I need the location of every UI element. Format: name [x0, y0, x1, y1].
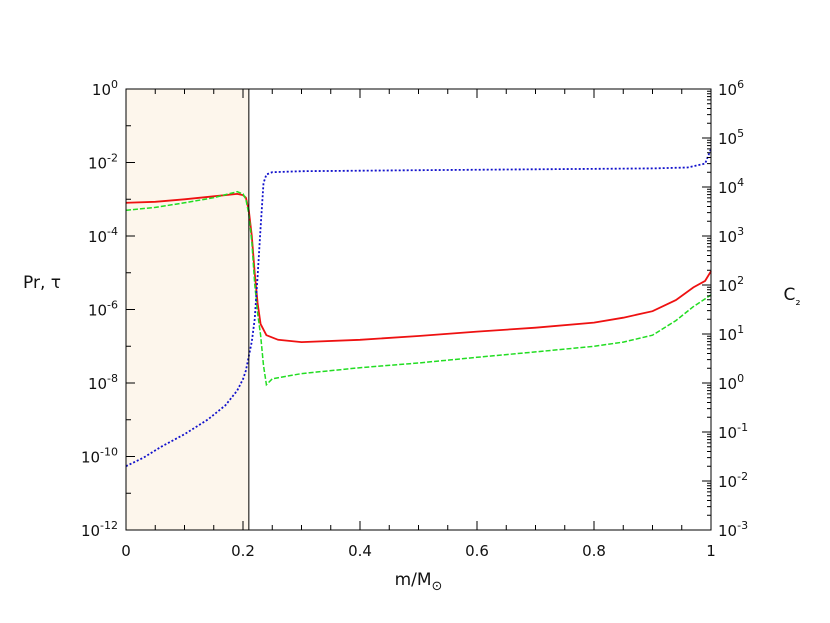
y-right-tick-label: 10-1	[718, 421, 748, 442]
y-right-tick-label: 101	[718, 323, 744, 344]
series-group	[125, 148, 712, 468]
y-left-tick-label: 10-6	[88, 299, 118, 320]
y-right-tick-label: 104	[718, 176, 744, 197]
x-tick-label: 0.6	[465, 542, 489, 560]
y-left-tick-label: 100	[92, 78, 118, 99]
series-line-1	[125, 192, 712, 344]
x-tick-label: 0.4	[348, 542, 372, 560]
series-line-3	[125, 148, 712, 468]
x-axis-label: m/M⊙	[395, 570, 443, 594]
y-axis-label-right: C₂	[783, 285, 800, 309]
y-right-tick-label: 102	[718, 274, 744, 295]
y-left-tick-label: 10-10	[81, 446, 118, 467]
tick-labels: 0 0.2 0.4 0.6 0.8 1 100 10-2 10-4 10-6 10-8 10-10 10…	[81, 78, 748, 560]
series-line-2	[125, 190, 712, 387]
y-right-tick-label: 10-2	[718, 470, 748, 491]
shaded-region	[126, 89, 249, 530]
y-right-tick-label: 100	[718, 372, 744, 393]
x-tick-label: 1	[706, 542, 716, 560]
x-tick-label: 0.2	[231, 542, 255, 560]
y-right-tick-label: 106	[718, 78, 744, 99]
y-right-tick-label: 103	[718, 225, 744, 246]
y-axis-label-left: Pr, τ	[23, 273, 61, 293]
y-left-tick-label: 10-4	[88, 225, 118, 246]
x-tick-label: 0	[121, 542, 131, 560]
y-left-tick-label: 10-12	[81, 519, 118, 540]
x-tick-label: 0.8	[582, 542, 606, 560]
y-left-tick-label: 10-2	[88, 152, 118, 173]
y-left-tick-label: 10-8	[88, 372, 118, 393]
y-right-tick-label: 10-3	[718, 519, 748, 540]
y-right-tick-label: 105	[718, 127, 744, 148]
tick-marks	[125, 88, 712, 531]
